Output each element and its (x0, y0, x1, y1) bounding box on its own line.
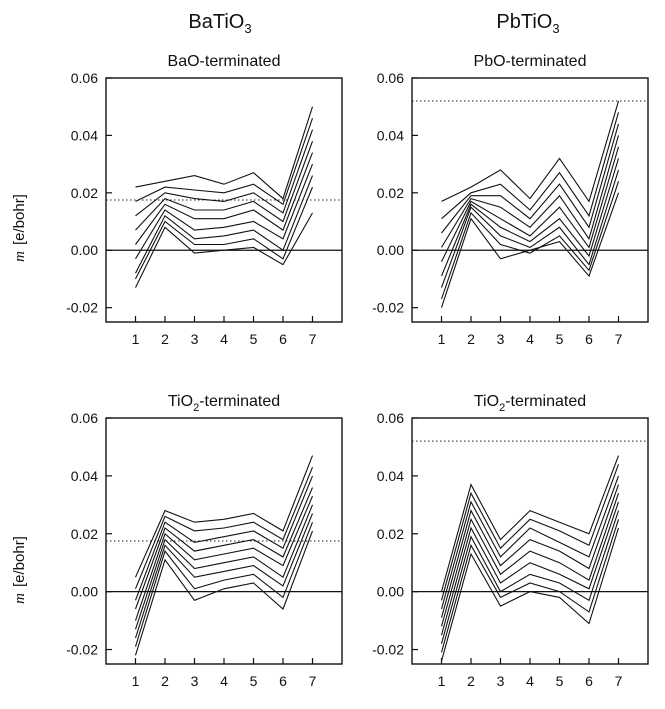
y-tick-label: -0.02 (66, 300, 98, 316)
y-tick-label: 0.04 (71, 127, 98, 143)
series-line-4 (440, 484, 620, 618)
series-line-3 (134, 475, 314, 601)
y-tick-label: 0.00 (377, 242, 404, 258)
x-tick-label: 3 (191, 331, 199, 347)
panel-top-left: BaO-terminated -0.02 0.00 0.02 0.04 0.06 1 2 3 4 5… (66, 53, 343, 347)
series-line-7 (440, 169, 620, 288)
series-line-5 (440, 493, 620, 627)
series-line-6 (135, 163, 314, 260)
series-line-3 (441, 123, 620, 234)
series-line-1 (135, 106, 314, 200)
series-line-3 (440, 475, 620, 610)
x-tick-label: 5 (556, 673, 564, 689)
series-line-2 (440, 464, 620, 601)
y-tick-label: 0.06 (71, 410, 98, 426)
x-tick-label: 4 (220, 673, 228, 689)
x-tick-label: 2 (467, 331, 475, 347)
x-tick-label: 3 (497, 673, 505, 689)
y-tick-label: -0.02 (372, 642, 404, 658)
x-tick-label: 2 (161, 331, 169, 347)
x-tick-label: 3 (191, 673, 199, 689)
series-line-5 (441, 146, 620, 262)
y-axis-label-bottom: m[e/bohr] (11, 536, 28, 604)
y-tick-label: 0.06 (71, 70, 98, 86)
x-tick-label: 4 (220, 331, 228, 347)
column-title-left: BaTiO3 (188, 11, 251, 36)
series-line-1 (441, 100, 620, 203)
series-line-6 (440, 158, 620, 277)
series-line-6 (134, 504, 314, 630)
x-tick-label: 5 (556, 331, 564, 347)
x-tick-label: 6 (279, 673, 287, 689)
series-line-5 (134, 495, 314, 621)
panel-bottom-right: TiO2-terminated -0.02 0.00 0.02 0.04 0.06 1 2 3 4… (372, 393, 649, 689)
series-line-9 (134, 530, 314, 656)
x-tick-label: 7 (615, 331, 623, 347)
panel-bottom-left: TiO2-terminated -0.02 0.00 0.02 0.04 0.06 1 2 3 4… (66, 393, 343, 689)
series-line-8 (440, 519, 620, 653)
series-line-5 (135, 152, 314, 245)
series-line-9 (440, 527, 620, 662)
y-tick-label: -0.02 (372, 300, 404, 316)
series-line-9 (135, 212, 313, 288)
panel-title: TiO2-terminated (168, 393, 280, 414)
y-axis-label-top: m[e/bohr] (11, 194, 28, 262)
series-line-9 (440, 192, 620, 308)
series-line-2 (441, 112, 620, 220)
x-tick-label: 5 (250, 331, 258, 347)
series-line-8 (134, 521, 314, 647)
y-tick-label: 0.06 (377, 410, 404, 426)
x-tick-label: 1 (132, 331, 140, 347)
y-tick-label: 0.04 (377, 468, 404, 484)
panels: BaO-terminated -0.02 0.00 0.02 0.04 0.06 1 2 3 4 5… (66, 53, 649, 689)
series-line-7 (135, 175, 314, 274)
series-line-1 (440, 455, 620, 592)
y-tick-label: -0.02 (66, 642, 98, 658)
series-line-4 (441, 135, 620, 248)
series-line-4 (135, 141, 314, 231)
y-tick-label: 0.00 (377, 584, 404, 600)
y-tick-label: 0.04 (71, 468, 98, 484)
x-tick-label: 7 (309, 673, 317, 689)
series-line-2 (135, 118, 314, 206)
panel-title: TiO2-terminated (474, 393, 586, 414)
y-tick-label: 0.02 (71, 526, 98, 542)
panel-title: PbO-terminated (474, 53, 587, 70)
series-line-2 (134, 466, 314, 590)
y-tick-label: 0.02 (71, 185, 98, 201)
series-line-6 (440, 501, 620, 636)
x-tick-label: 4 (526, 331, 534, 347)
plot-frame (411, 417, 649, 665)
column-title-right: PbTiO3 (496, 11, 559, 36)
x-tick-label: 6 (585, 331, 593, 347)
series-line-7 (134, 513, 314, 639)
x-tick-label: 6 (585, 673, 593, 689)
y-tick-label: 0.00 (71, 242, 98, 258)
panel-title: BaO-terminated (168, 53, 281, 70)
x-tick-label: 2 (467, 673, 475, 689)
x-tick-label: 7 (309, 331, 317, 347)
series-line-3 (135, 129, 314, 217)
y-tick-label: 0.00 (71, 584, 98, 600)
series-line-1 (134, 455, 314, 578)
x-tick-label: 6 (279, 331, 287, 347)
y-tick-label: 0.04 (377, 127, 404, 143)
series-line-4 (134, 487, 314, 610)
x-tick-label: 5 (250, 673, 258, 689)
x-tick-label: 3 (497, 331, 505, 347)
y-tick-label: 0.02 (377, 526, 404, 542)
series-line-7 (440, 510, 620, 644)
y-tick-label: 0.06 (377, 70, 404, 86)
y-tick-label: 0.02 (377, 185, 404, 201)
series-line-8 (135, 186, 314, 280)
x-tick-label: 7 (615, 673, 623, 689)
x-tick-label: 1 (438, 673, 446, 689)
x-tick-label: 2 (161, 673, 169, 689)
panel-top-right: PbO-terminated -0.02 0.00 0.02 0.04 0.06 1 2 3 4 5… (372, 53, 649, 347)
x-tick-label: 1 (438, 331, 446, 347)
series-line-8 (440, 181, 620, 300)
x-tick-label: 4 (526, 673, 534, 689)
x-tick-label: 1 (132, 673, 140, 689)
